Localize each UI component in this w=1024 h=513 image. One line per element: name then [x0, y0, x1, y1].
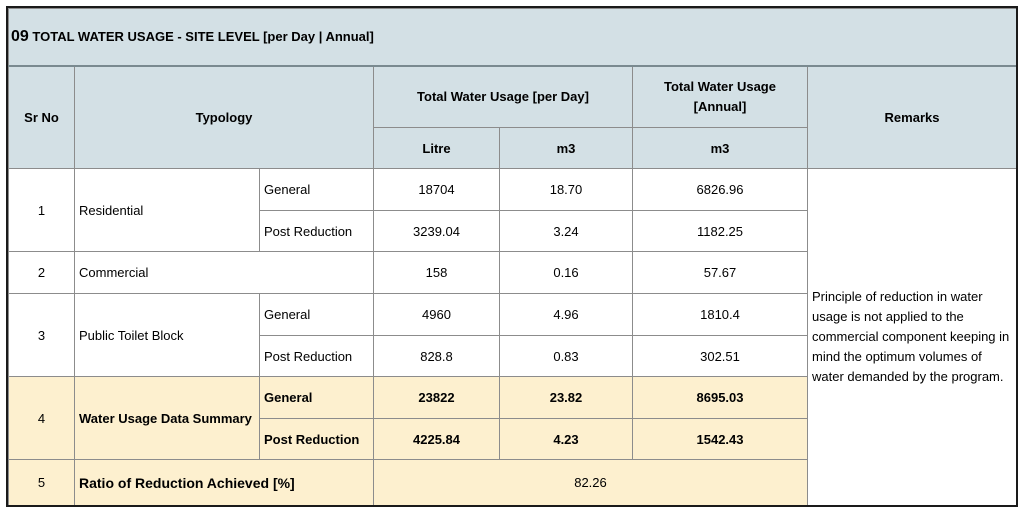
litre-cell: 23822	[373, 376, 500, 419]
ratio-value: 82.26	[373, 459, 808, 505]
table-row: 2 Commercial 158 0.16 57.67	[8, 251, 1017, 294]
annual-cell: 1542.43	[632, 418, 808, 460]
litre-cell: 3239.04	[373, 210, 500, 252]
table-row: 1 Residential General 18704 18.70 6826.9…	[8, 168, 1016, 505]
water-usage-table-frame: 09 TOTAL WATER USAGE - SITE LEVEL [per D…	[6, 6, 1018, 507]
sr-cell: 2	[8, 251, 75, 294]
summary-row: Post Reduction 4225.84 4.23 1542.43	[9, 418, 1017, 460]
ratio-row: 5 Ratio of Reduction Achieved [%] 82.26	[8, 459, 1017, 505]
annual-cell: 302.51	[632, 335, 808, 377]
header-litre: Litre	[373, 127, 500, 169]
m3-cell: 0.83	[499, 335, 633, 377]
typology-cell: Commercial	[74, 251, 374, 294]
annual-cell: 1182.25	[632, 210, 808, 252]
section-title: TOTAL WATER USAGE - SITE LEVEL [per Day …	[32, 28, 374, 44]
litre-cell: 4225.84	[373, 418, 500, 460]
annual-cell: 8695.03	[632, 376, 808, 419]
typology-cell: Residential	[74, 168, 260, 252]
litre-cell: 4960	[373, 293, 500, 336]
table-row: Post Reduction 828.8 0.83 302.51	[9, 335, 1017, 377]
table-title: 09 TOTAL WATER USAGE - SITE LEVEL [per D…	[8, 8, 1016, 67]
subtype-cell: General	[259, 376, 374, 419]
m3-cell: 4.23	[499, 418, 633, 460]
annual-cell: 6826.96	[632, 168, 808, 211]
header-remarks: Remarks	[807, 65, 1016, 169]
water-usage-table: 09 TOTAL WATER USAGE - SITE LEVEL [per D…	[8, 8, 1017, 505]
subtype-cell: Post Reduction	[259, 210, 374, 252]
remarks-cell: Principle of reduction in water usage is…	[807, 168, 1016, 505]
subtype-cell: Post Reduction	[259, 335, 374, 377]
sr-cell: 4	[8, 376, 75, 460]
m3-cell: 18.70	[499, 168, 633, 211]
header-sr-no: Sr No	[8, 65, 75, 169]
header-m3-annual: m3	[632, 127, 808, 169]
sr-cell: 1	[8, 168, 75, 252]
m3-cell: 3.24	[499, 210, 633, 252]
ratio-label: Ratio of Reduction Achieved [%]	[74, 459, 374, 505]
subtype-cell: General	[259, 293, 374, 336]
annual-cell: 1810.4	[632, 293, 808, 336]
litre-cell: 158	[373, 251, 500, 294]
m3-cell: 0.16	[499, 251, 633, 294]
subtype-cell: General	[259, 168, 374, 211]
sr-cell: 5	[8, 459, 75, 505]
table-row: Post Reduction 3239.04 3.24 1182.25	[9, 210, 1017, 252]
subtype-cell: Post Reduction	[259, 418, 374, 460]
sr-cell: 3	[8, 293, 75, 377]
summary-row: 4 Water Usage Data Summary General 23822…	[8, 376, 1017, 460]
litre-cell: 828.8	[373, 335, 500, 377]
section-number: 09	[11, 27, 29, 45]
m3-cell: 4.96	[499, 293, 633, 336]
typology-cell: Public Toilet Block	[74, 293, 260, 377]
annual-cell: 57.67	[632, 251, 808, 294]
table-row: 3 Public Toilet Block General 4960 4.96 …	[8, 293, 1017, 377]
header-per-day: Total Water Usage [per Day]	[373, 65, 633, 128]
header-annual: Total Water Usage [Annual]	[632, 65, 808, 128]
header-typology: Typology	[74, 65, 374, 169]
litre-cell: 18704	[373, 168, 500, 211]
m3-cell: 23.82	[499, 376, 633, 419]
header-m3-day: m3	[499, 127, 633, 169]
typology-cell: Water Usage Data Summary	[74, 376, 260, 460]
